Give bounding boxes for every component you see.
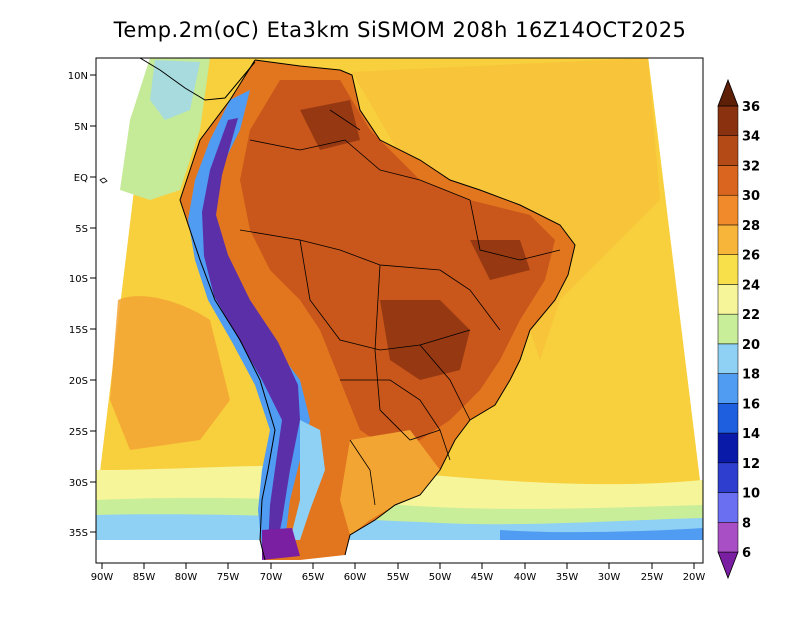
colorbar-label: 12	[742, 457, 760, 472]
colorbar-high-triangle	[717, 78, 739, 107]
lon-label-20w: 20W	[683, 572, 706, 583]
coastline	[179, 59, 576, 561]
colorbar-label: 14	[742, 427, 760, 442]
colorbar-label: 30	[742, 189, 760, 204]
lat-label-15s: 15S	[69, 325, 88, 336]
colorbar-label: 26	[742, 249, 760, 264]
lon-label-65w: 65W	[302, 572, 325, 583]
plot-frame	[95, 57, 704, 564]
colorbar-segment	[717, 165, 739, 196]
colorbar-label: 20	[742, 338, 760, 353]
colorbar-segment	[717, 224, 739, 255]
colorbar-label: 24	[742, 278, 760, 293]
land-south-cooler	[340, 430, 440, 535]
lat-label-30s: 30S	[69, 478, 88, 489]
land-hottest-patches	[300, 100, 530, 380]
lat-label-5s: 5S	[75, 224, 88, 235]
colorbar-segment	[717, 105, 739, 136]
lat-label-25s: 25S	[69, 427, 88, 438]
colorbar-label: 32	[742, 159, 760, 174]
lon-label-40w: 40W	[514, 572, 537, 583]
colorbar-segment	[717, 284, 739, 315]
colorbar-segment	[717, 462, 739, 493]
lat-label-10n: 10N	[68, 71, 88, 82]
country-borders	[239, 109, 561, 506]
pacific-warm-patch	[110, 296, 230, 450]
andes-blue-fringe	[290, 420, 325, 540]
lat-label-5n: 5N	[74, 122, 88, 133]
lon-label-25w: 25W	[641, 572, 664, 583]
colorbar-label: 22	[742, 308, 760, 323]
colorbar-segment	[717, 522, 739, 553]
lon-axis: 90W 85W 80W 75W 70W 65W 60W 55W 50W 45W …	[91, 563, 706, 583]
colorbar-label: 34	[742, 130, 760, 145]
colorbar-segment	[717, 313, 739, 345]
lon-label-75w: 75W	[217, 572, 240, 583]
colorbar-label: 16	[742, 397, 760, 412]
colorbar-low-triangle	[717, 551, 739, 580]
lon-label-55w: 55W	[387, 572, 410, 583]
colorbar-label: 36	[742, 100, 760, 115]
patagonia-tip	[262, 528, 300, 560]
colorbar-label: 8	[742, 516, 751, 531]
land-hot-interior	[240, 80, 555, 450]
lat-axis: 10N 5N EQ 5S 10S 15S 20S 25S 30S 35S	[68, 71, 96, 539]
andes-coldest	[202, 118, 300, 550]
south-cool-band4	[500, 528, 703, 540]
lat-label-20s: 20S	[69, 376, 88, 387]
colorbar-label: 18	[742, 368, 760, 383]
lon-label-60w: 60W	[344, 572, 367, 583]
colorbar-segment	[717, 432, 739, 464]
lat-label-35s: 35S	[69, 528, 88, 539]
map-plot-area	[96, 58, 703, 563]
colorbar-segment	[717, 373, 739, 404]
lon-label-90w: 90W	[91, 572, 114, 583]
lat-label-10s: 10S	[69, 274, 88, 285]
colorbar-segment	[717, 254, 739, 285]
colorbar-segment	[717, 194, 739, 226]
lon-label-80w: 80W	[175, 572, 198, 583]
colorbar-label: 10	[742, 487, 760, 502]
colorbar-segment	[717, 135, 739, 166]
central-america-coast	[139, 58, 256, 101]
galapagos	[99, 177, 108, 184]
colorbar-segment	[717, 492, 739, 523]
colorbar: 6 8 10 12 14 16 18 20 22 24 26 28 30 32 34 36	[717, 78, 760, 580]
lon-label-85w: 85W	[133, 572, 156, 583]
colorbar-label: 6	[742, 546, 751, 561]
lon-label-35w: 35W	[556, 572, 579, 583]
colorbar-segment	[717, 403, 739, 434]
lon-label-30w: 30W	[598, 572, 621, 583]
lon-label-45w: 45W	[471, 572, 494, 583]
map-title: Temp.2m(oC) Eta3km SiSMOM 208h 16Z14OCT2…	[113, 18, 687, 42]
colorbar-segment	[717, 343, 739, 374]
lat-label-eq: EQ	[74, 173, 88, 184]
colorbar-label: 28	[742, 219, 760, 234]
pacific-light	[150, 60, 200, 120]
lon-label-70w: 70W	[260, 572, 283, 583]
lon-label-50w: 50W	[429, 572, 452, 583]
